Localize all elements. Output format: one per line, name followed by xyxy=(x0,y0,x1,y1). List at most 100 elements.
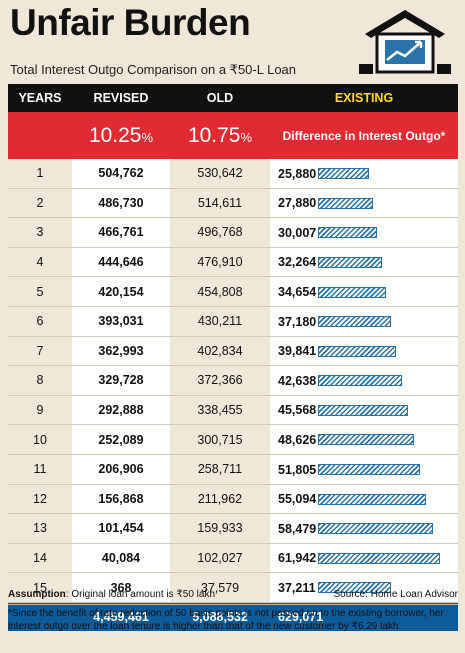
difference-value: 45,568 xyxy=(278,403,317,418)
year-cell: 9 xyxy=(8,395,72,426)
table-row: 14 40,084 102,027 61,942 xyxy=(8,543,458,574)
difference-value: 32,264 xyxy=(278,255,317,270)
assumption-text: : Original loan amount is ₹50 lakh xyxy=(65,589,215,600)
old-cell: 372,366 xyxy=(170,366,270,396)
difference-bar xyxy=(318,493,426,505)
difference-value: 30,007 xyxy=(278,225,317,240)
revised-cell: 252,089 xyxy=(72,425,170,455)
difference-cell: 55,094 xyxy=(270,484,458,515)
header-existing: EXISTING xyxy=(270,84,458,112)
old-cell: 514,611 xyxy=(170,188,270,219)
rate-revised: 10.25% xyxy=(72,112,170,159)
old-cell: 402,834 xyxy=(170,336,270,367)
difference-cell: 34,654 xyxy=(270,277,458,307)
difference-value: 25,880 xyxy=(278,166,317,181)
year-cell: 6 xyxy=(8,306,72,337)
table-row: 1 504,762 530,642 25,880 xyxy=(8,159,458,189)
source-text: Source: Home Loan Advisor xyxy=(333,589,458,600)
page-title: Unfair Burden xyxy=(10,2,251,43)
revised-cell: 393,031 xyxy=(72,306,170,337)
rate-old: 10.75% xyxy=(170,112,270,159)
revised-cell: 444,646 xyxy=(72,247,170,278)
difference-bar xyxy=(318,168,369,180)
old-cell: 37,579 xyxy=(170,573,270,603)
difference-cell: 30,007 xyxy=(270,218,458,248)
difference-bar xyxy=(318,316,391,328)
revised-cell: 40,084 xyxy=(72,543,170,574)
table-row: 8 329,728 372,366 42,638 xyxy=(8,366,458,396)
difference-cell: 25,880 xyxy=(270,159,458,189)
footnote: *Since the benefit of rate reduction of … xyxy=(8,608,444,632)
difference-bar xyxy=(318,552,440,564)
table-row: 11 206,906 258,711 51,805 xyxy=(8,454,458,485)
difference-bar xyxy=(318,227,377,239)
year-cell: 15 xyxy=(8,573,72,603)
total-row: 4,459,461 5,088,532 629,071 xyxy=(8,602,458,631)
difference-bar xyxy=(318,197,373,209)
year-cell: 7 xyxy=(8,336,72,367)
year-cell: 4 xyxy=(8,247,72,278)
rate-row: 10.25% 10.75% Difference in Interest Out… xyxy=(8,112,458,159)
table-row: 4 444,646 476,910 32,264 xyxy=(8,247,458,278)
header-years: YEARS xyxy=(8,84,72,112)
total-blank xyxy=(8,602,72,631)
revised-cell: 206,906 xyxy=(72,454,170,485)
difference-value: 27,880 xyxy=(278,196,317,211)
difference-bar xyxy=(318,256,382,268)
assumption-label: Assumption xyxy=(8,589,66,600)
revised-cell: 368 xyxy=(72,573,170,603)
header-revised: REVISED xyxy=(72,84,170,112)
difference-label: Difference in Interest Outgo* xyxy=(270,112,458,159)
year-cell: 8 xyxy=(8,366,72,396)
year-cell: 14 xyxy=(8,543,72,574)
difference-bar xyxy=(318,345,396,357)
divider xyxy=(8,604,458,605)
old-cell: 530,642 xyxy=(170,159,270,189)
year-cell: 5 xyxy=(8,277,72,307)
year-cell: 13 xyxy=(8,514,72,544)
table-row: 13 101,454 159,933 58,479 xyxy=(8,514,458,544)
table-row: 5 420,154 454,808 34,654 xyxy=(8,277,458,307)
assumption-line: Assumption: Original loan amount is ₹50 … xyxy=(8,589,458,600)
table-row: 12 156,868 211,962 55,094 xyxy=(8,484,458,515)
house-chart-icon xyxy=(359,10,451,74)
old-cell: 496,768 xyxy=(170,218,270,248)
difference-value: 39,841 xyxy=(278,344,317,359)
revised-cell: 101,454 xyxy=(72,514,170,544)
difference-bar xyxy=(318,404,408,416)
difference-value: 37,180 xyxy=(278,314,317,329)
difference-cell: 39,841 xyxy=(270,336,458,367)
difference-cell: 27,880 xyxy=(270,188,458,219)
year-cell: 12 xyxy=(8,484,72,515)
difference-bar xyxy=(318,582,391,594)
difference-cell: 61,942 xyxy=(270,543,458,574)
difference-bar xyxy=(318,464,420,476)
year-cell: 2 xyxy=(8,188,72,219)
revised-cell: 466,761 xyxy=(72,218,170,248)
header-old: OLD xyxy=(170,84,270,112)
difference-bar xyxy=(318,375,402,387)
difference-bar xyxy=(318,434,414,446)
difference-bar xyxy=(318,286,386,298)
year-cell: 11 xyxy=(8,454,72,485)
difference-cell: 48,626 xyxy=(270,425,458,455)
page-subtitle: Total Interest Outgo Comparison on a ₹50… xyxy=(10,62,297,77)
table-row: 10 252,089 300,715 48,626 xyxy=(8,425,458,455)
total-old: 5,088,532 xyxy=(170,602,270,631)
difference-cell: 37,211 xyxy=(270,573,458,603)
revised-cell: 156,868 xyxy=(72,484,170,515)
difference-cell: 42,638 xyxy=(270,366,458,396)
old-cell: 300,715 xyxy=(170,425,270,455)
revised-cell: 504,762 xyxy=(72,159,170,189)
total-revised: 4,459,461 xyxy=(72,602,170,631)
year-cell: 3 xyxy=(8,218,72,248)
year-cell: 10 xyxy=(8,425,72,455)
table-row: 3 466,761 496,768 30,007 xyxy=(8,218,458,248)
difference-cell: 32,264 xyxy=(270,247,458,278)
old-cell: 454,808 xyxy=(170,277,270,307)
year-cell: 1 xyxy=(8,159,72,189)
table-row: 9 292,888 338,455 45,568 xyxy=(8,395,458,426)
revised-cell: 292,888 xyxy=(72,395,170,426)
difference-value: 51,805 xyxy=(278,462,317,477)
revised-cell: 362,993 xyxy=(72,336,170,367)
